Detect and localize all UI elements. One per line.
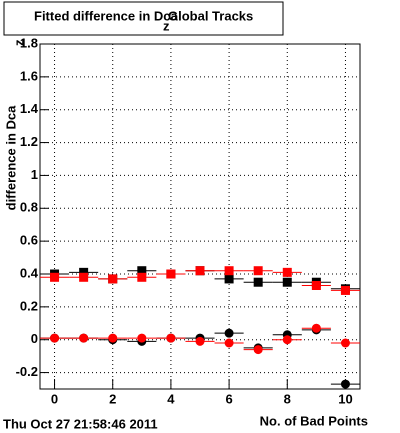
marker — [311, 281, 321, 290]
marker — [195, 336, 205, 346]
y-tick-label: -0.2 — [16, 364, 38, 379]
title-suffix: Global Tracks — [168, 8, 253, 23]
timestamp: Thu Oct 27 21:58:46 2011 — [3, 416, 158, 431]
y-axis-label: difference in Dca — [3, 105, 18, 211]
marker — [224, 338, 234, 348]
marker — [311, 323, 321, 333]
marker — [50, 272, 60, 282]
marker — [166, 333, 176, 343]
marker — [137, 266, 147, 276]
marker — [340, 338, 350, 348]
title-box — [3, 1, 284, 36]
y-tick-label: 0.8 — [20, 200, 38, 215]
marker — [224, 266, 234, 276]
y-tick-label: 0.4 — [20, 265, 39, 280]
y-tick-label: 0.6 — [20, 233, 38, 248]
marker — [253, 345, 263, 355]
y-tick-label: 1 — [31, 167, 38, 182]
marker — [50, 333, 60, 343]
x-tick-label: 0 — [51, 391, 58, 406]
x-axis-label: No. of Bad Points — [260, 413, 368, 428]
marker — [79, 267, 89, 277]
marker — [224, 328, 234, 338]
marker — [108, 274, 118, 284]
marker — [79, 333, 89, 343]
x-tick-label: 4 — [167, 391, 175, 406]
marker — [282, 267, 292, 277]
y-tick-label: 1.4 — [20, 101, 39, 116]
y-tick-label: 0 — [31, 331, 38, 346]
marker — [79, 272, 89, 282]
x-tick-label: 2 — [109, 391, 116, 406]
x-tick-label: 8 — [284, 391, 291, 406]
marker — [282, 277, 292, 287]
y-tick-label: 1.6 — [20, 68, 38, 83]
x-tick-label: 10 — [338, 391, 352, 406]
marker — [282, 335, 292, 345]
y-tick-label: 1.2 — [20, 134, 38, 149]
marker — [166, 269, 176, 279]
marker — [340, 379, 350, 389]
chart-title: Fitted difference in Dca — [34, 8, 179, 23]
y-tick-label: 1.8 — [20, 35, 38, 50]
y-label-subscript: z — [11, 39, 26, 46]
y-tick-label: 0.2 — [20, 298, 38, 313]
title-subscript: z — [163, 18, 170, 33]
marker — [195, 266, 205, 276]
marker — [108, 333, 118, 343]
marker — [253, 277, 263, 287]
marker — [224, 274, 234, 284]
x-tick-label: 6 — [225, 391, 232, 406]
marker — [137, 333, 147, 343]
marker — [137, 272, 147, 282]
marker — [253, 266, 263, 276]
marker — [340, 285, 350, 295]
